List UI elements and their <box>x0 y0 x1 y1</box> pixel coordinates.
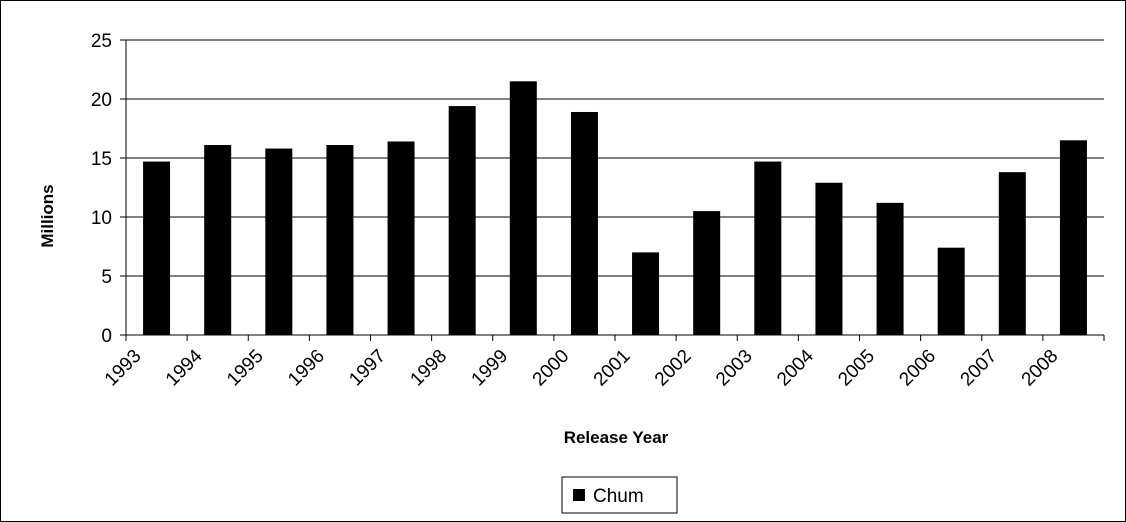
bar-2004 <box>815 182 843 335</box>
x-axis-title: Release Year <box>564 428 669 447</box>
x-tick-label-2006: 2006 <box>895 346 940 391</box>
bar-2007 <box>998 172 1026 335</box>
bar-2001 <box>632 252 660 335</box>
x-tick-label-1999: 1999 <box>468 346 513 391</box>
x-tick-label-2008: 2008 <box>1018 346 1063 391</box>
y-tick-label-20: 20 <box>91 90 112 111</box>
y-tick-label-15: 15 <box>91 149 112 170</box>
x-tick-label-1994: 1994 <box>162 345 207 390</box>
legend: Chum <box>561 476 678 514</box>
x-tick-label-1995: 1995 <box>223 346 268 391</box>
bar-1998 <box>448 106 476 335</box>
x-tick-label-2004: 2004 <box>773 345 818 390</box>
x-tick-label-2003: 2003 <box>712 346 757 391</box>
y-axis-title: Millions <box>38 184 57 247</box>
bar-2000 <box>570 111 598 335</box>
x-tick-labels: 1993 1994 1995 1996 1997 1998 1999 2000 2001 2002… <box>101 335 1105 391</box>
y-tick-label-25: 25 <box>91 31 112 52</box>
x-tick-label-2007: 2007 <box>957 346 1002 391</box>
y-tick-label-10: 10 <box>91 208 112 229</box>
bar-1996 <box>326 145 354 335</box>
legend-label: Chum <box>593 486 644 507</box>
bar-1993 <box>143 161 171 335</box>
bar-1995 <box>265 148 293 335</box>
bar-2005 <box>876 202 904 335</box>
bar-2002 <box>693 211 721 335</box>
y-tick-labels: 0 5 10 15 20 25 <box>91 31 126 347</box>
y-tick-label-5: 5 <box>101 267 112 288</box>
bar-1994 <box>204 145 232 335</box>
bar-1997 <box>387 141 415 335</box>
x-tick-label-2002: 2002 <box>651 346 696 391</box>
x-tick-label-1996: 1996 <box>284 346 329 391</box>
legend-swatch <box>573 489 585 501</box>
x-tick-label-1997: 1997 <box>345 346 390 391</box>
bar-2006 <box>937 247 965 335</box>
x-tick-label-2001: 2001 <box>590 346 635 391</box>
x-tick-label-1993: 1993 <box>101 346 146 391</box>
y-tick-label-0: 0 <box>101 326 112 347</box>
x-tick-label-2005: 2005 <box>834 346 879 391</box>
bar-2008 <box>1059 140 1087 335</box>
bars <box>143 81 1087 335</box>
bar-1999 <box>509 81 537 335</box>
bar-2003 <box>754 161 782 335</box>
x-tick-label-1998: 1998 <box>406 346 451 391</box>
x-tick-label-2000: 2000 <box>529 346 574 391</box>
